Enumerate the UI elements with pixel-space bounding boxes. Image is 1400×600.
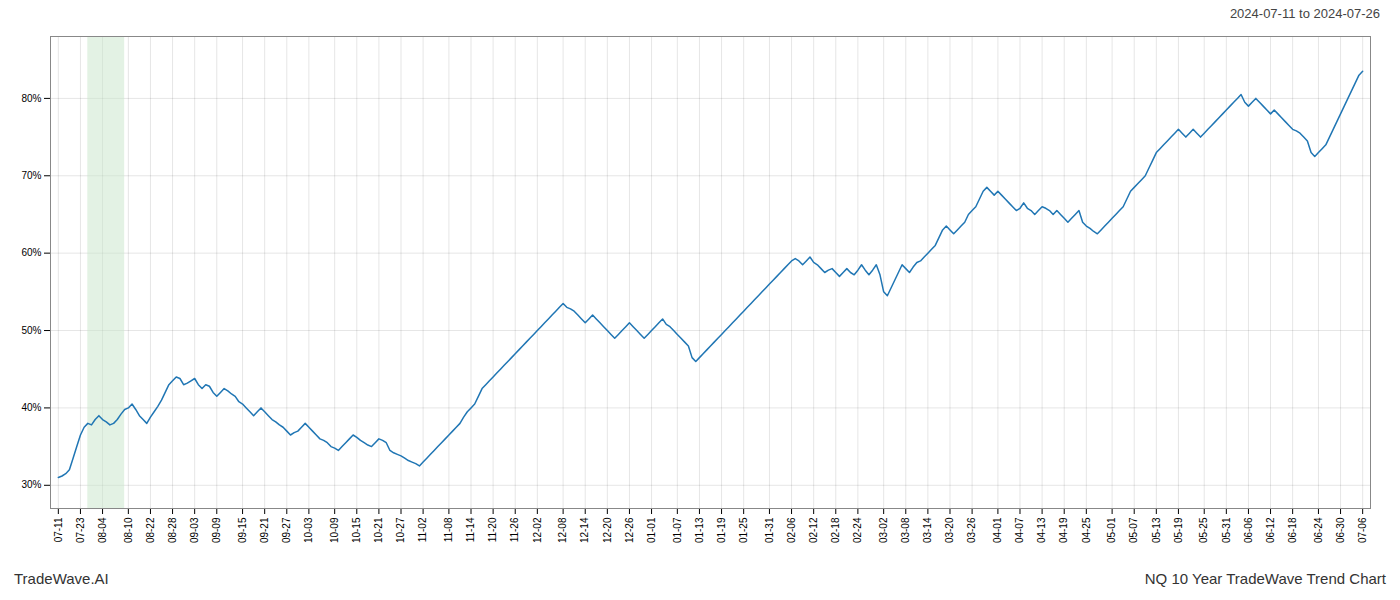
svg-text:02-18: 02-18 [830,517,841,543]
svg-text:50%: 50% [21,325,41,336]
svg-text:04-01: 04-01 [992,517,1003,543]
svg-text:11-14: 11-14 [465,517,476,542]
svg-text:08-22: 08-22 [145,517,156,543]
svg-text:12-26: 12-26 [624,517,635,543]
svg-text:06-18: 06-18 [1287,517,1298,543]
html-text:NQ 10 Year TradeWave Trend Cha: NQ 10 Year TradeWave Trend Chart [1144,569,1386,587]
svg-text:09-15: 09-15 [237,517,248,543]
svg-text:06-24: 06-24 [1313,517,1324,543]
svg-text:30%: 30% [21,479,41,490]
svg-text:40%: 40% [21,402,41,413]
svg-text:04-13: 04-13 [1036,517,1047,543]
svg-text:10-27: 10-27 [395,517,406,543]
svg-text:12-14: 12-14 [579,517,590,543]
svg-text:10-09: 10-09 [329,517,340,543]
svg-text:01-13: 01-13 [694,517,705,543]
svg-text:03-14: 03-14 [922,517,933,543]
svg-text:04-07: 04-07 [1014,517,1025,543]
svg-text:11-20: 11-20 [487,517,498,542]
svg-text:08-28: 08-28 [167,517,178,543]
svg-text:03-20: 03-20 [944,517,955,543]
svg-text:05-07: 05-07 [1128,517,1139,543]
svg-text:60%: 60% [21,247,41,258]
svg-text:05-31: 05-31 [1221,517,1232,543]
svg-text:07-06: 07-06 [1357,517,1368,543]
svg-text:01-31: 01-31 [764,517,775,543]
svg-text:01-07: 01-07 [672,517,683,543]
svg-text:11-02: 11-02 [417,517,428,542]
svg-text:12-02: 12-02 [532,517,543,543]
svg-text:02-06: 02-06 [786,517,797,543]
svg-text:01-01: 01-01 [646,517,657,543]
html-text:TradeWave.AI: TradeWave.AI [14,569,109,587]
svg-text:08-04: 08-04 [97,517,108,543]
svg-text:10-03: 10-03 [303,517,314,543]
svg-text:06-30: 06-30 [1335,517,1346,543]
svg-text:01-25: 01-25 [738,517,749,543]
svg-text:09-09: 09-09 [211,517,222,543]
svg-text:04-25: 04-25 [1081,517,1092,543]
svg-text:09-21: 09-21 [259,517,270,543]
svg-text:06-12: 06-12 [1265,517,1276,543]
svg-text:01-19: 01-19 [716,517,727,543]
svg-text:02-12: 02-12 [808,517,819,543]
svg-text:12-20: 12-20 [602,517,613,543]
svg-text:02-24: 02-24 [852,517,863,543]
svg-text:06-06: 06-06 [1243,517,1254,543]
svg-text:07-11: 07-11 [53,517,64,542]
svg-text:03-08: 03-08 [900,517,911,543]
svg-text:12-08: 12-08 [557,517,568,543]
svg-text:05-01: 05-01 [1106,517,1117,543]
svg-text:03-02: 03-02 [878,517,889,543]
svg-text:05-13: 05-13 [1151,517,1162,543]
svg-text:11-26: 11-26 [509,517,520,542]
svg-text:09-03: 09-03 [189,517,200,543]
svg-text:10-15: 10-15 [351,517,362,543]
html-text:2024-07-11 to 2024-07-26: 2024-07-11 to 2024-07-26 [1229,5,1380,21]
svg-text:80%: 80% [21,93,41,104]
svg-text:04-19: 04-19 [1058,517,1069,543]
svg-text:05-25: 05-25 [1198,517,1209,543]
svg-text:07-23: 07-23 [75,517,86,543]
svg-text:09-27: 09-27 [281,517,292,543]
svg-text:70%: 70% [21,170,41,181]
svg-text:10-21: 10-21 [373,517,384,543]
svg-text:11-08: 11-08 [443,517,454,542]
svg-text:08-10: 08-10 [123,517,134,543]
svg-text:05-19: 05-19 [1173,517,1184,543]
svg-text:03-26: 03-26 [966,517,977,543]
